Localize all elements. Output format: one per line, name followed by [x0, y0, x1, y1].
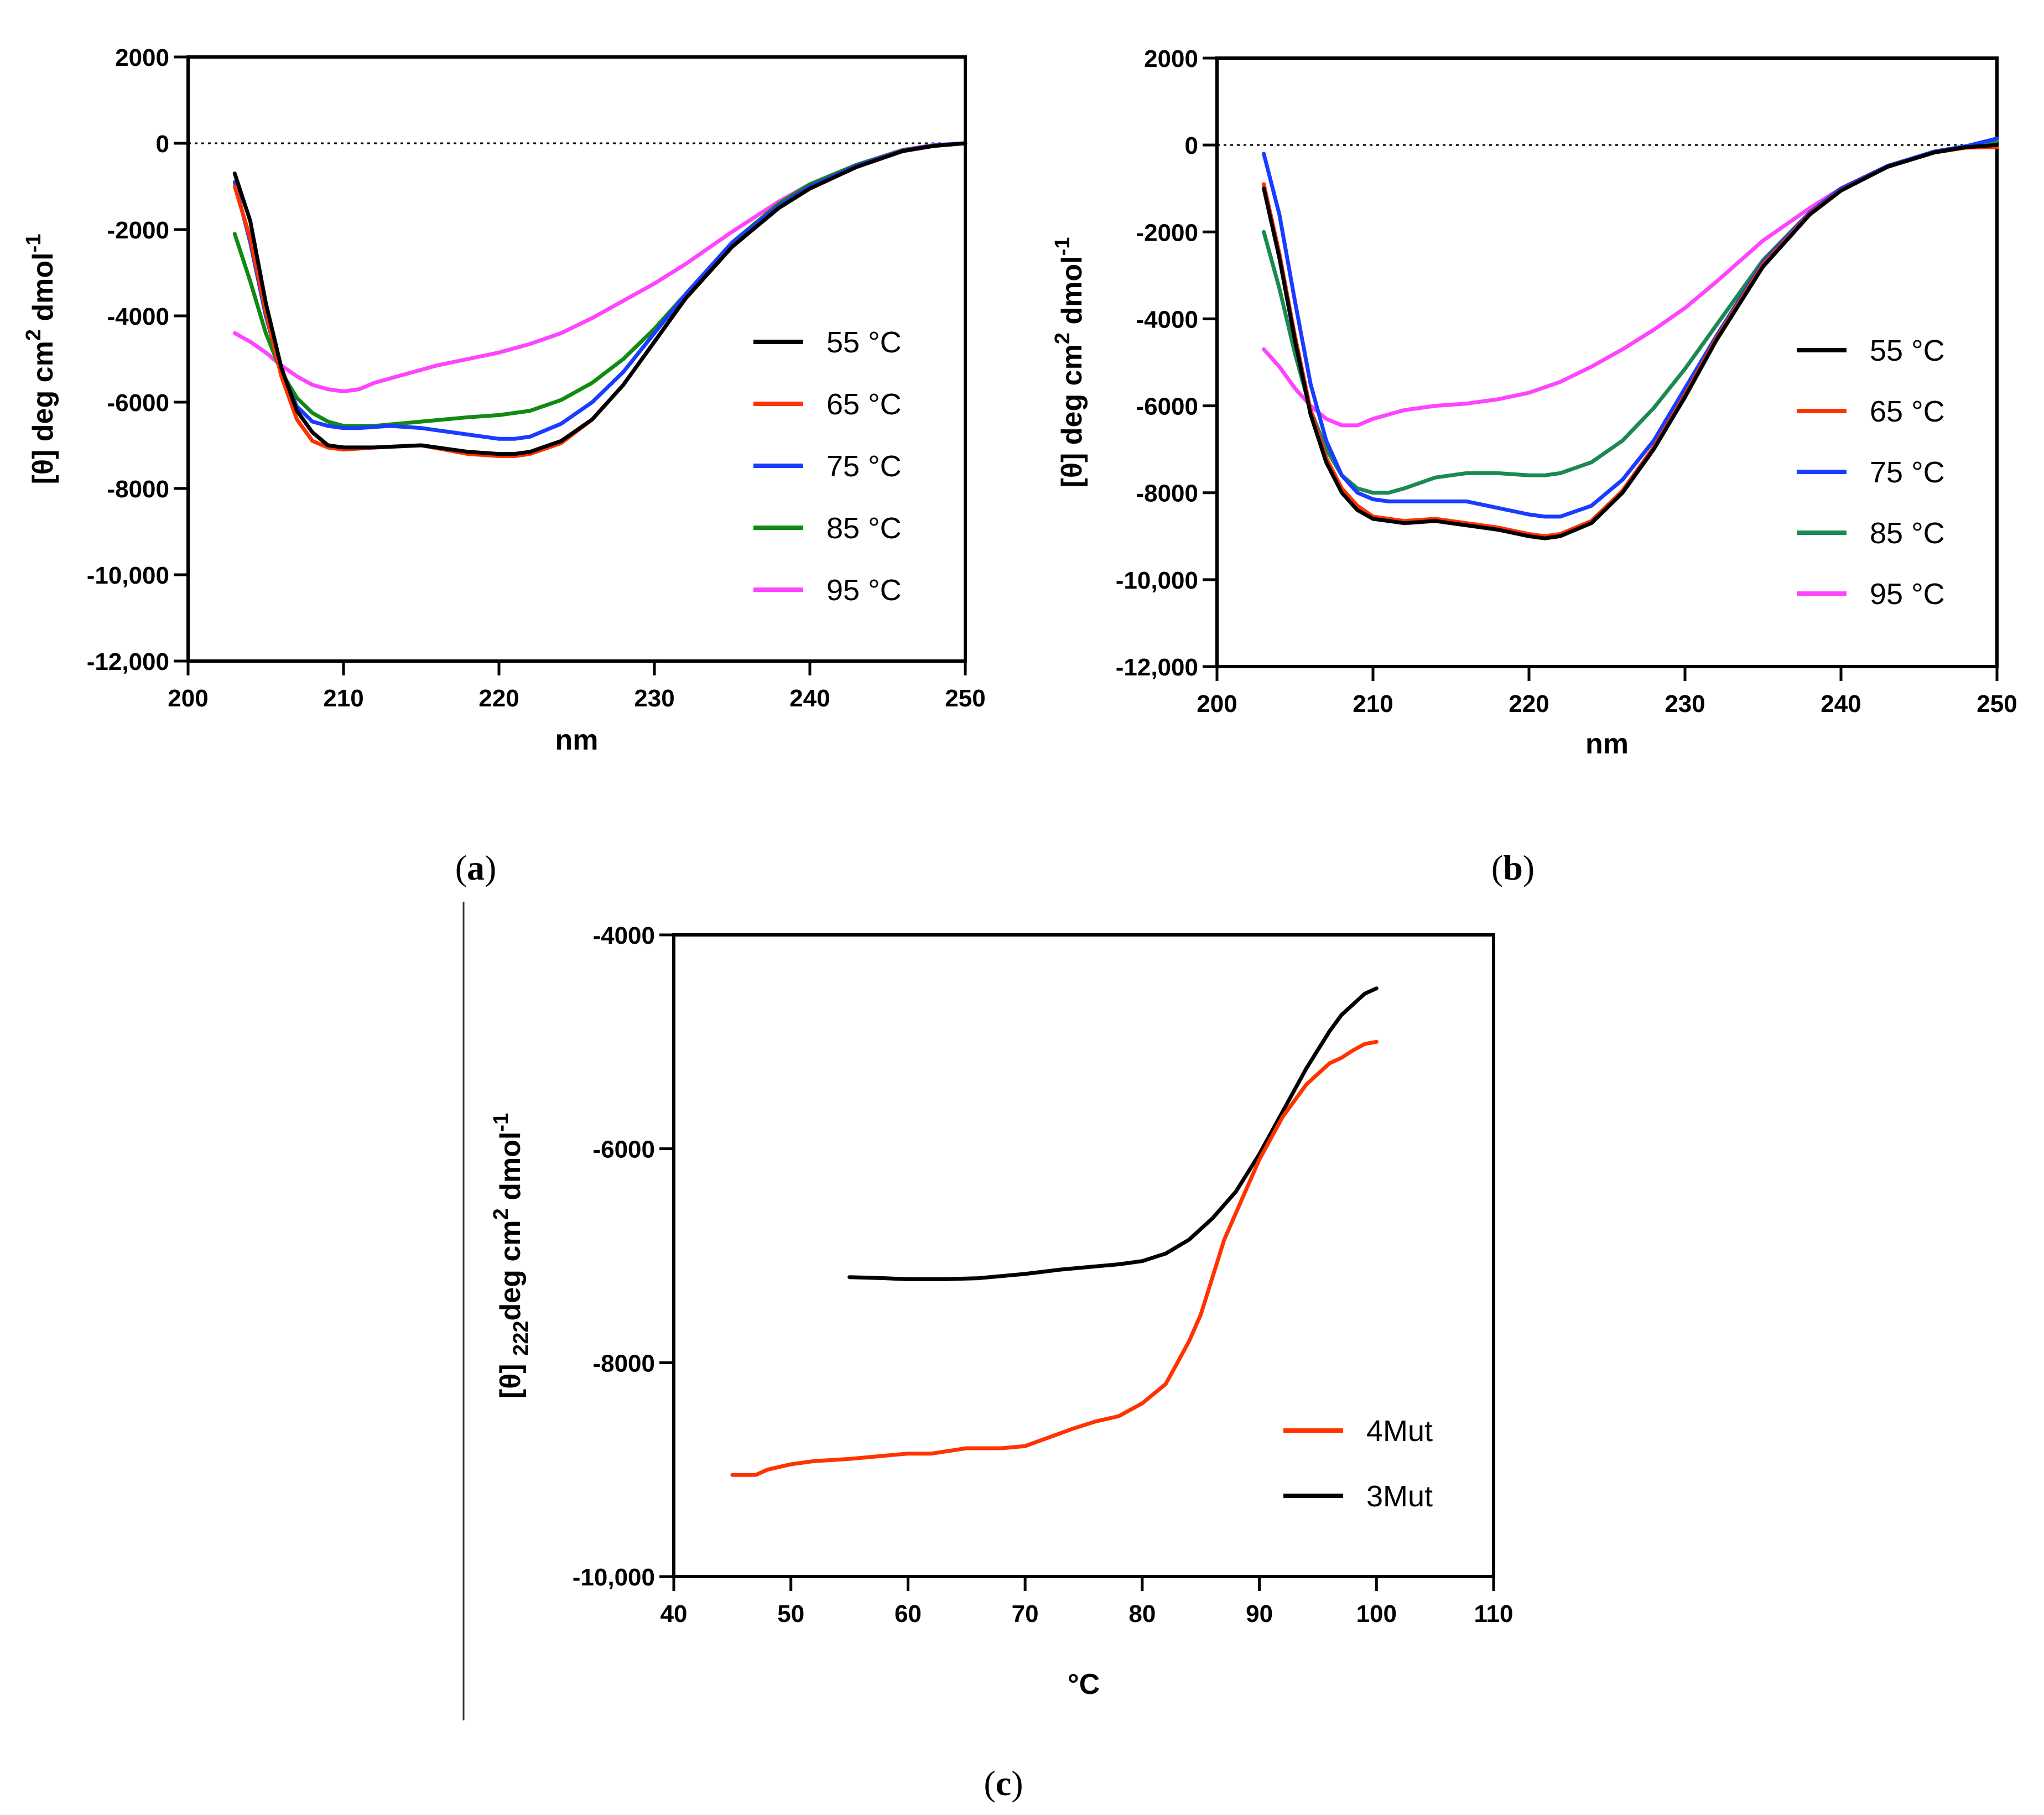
y-tick-label: -4000 — [592, 922, 655, 949]
y-tick-label: -6000 — [107, 389, 169, 417]
legend-label: 4Mut — [1366, 1414, 1433, 1448]
legend-label: 95 °C — [826, 574, 902, 607]
plot-frame — [672, 933, 1495, 1578]
x-tick-label: 60 — [894, 1600, 922, 1627]
y-axis-title: [θ] 222deg cm2 dmol-1 — [490, 1113, 533, 1398]
x-tick-label: 240 — [789, 685, 830, 712]
y-tick-label: -10,000 — [573, 1564, 655, 1591]
y-tick-label: 2000 — [1144, 45, 1198, 72]
legend-label: 65 °C — [826, 388, 902, 421]
y-tick-label: -6000 — [1136, 393, 1198, 420]
y-title-part: dmol — [27, 252, 59, 329]
chart-panel-a: 2000 0 -2000 -4000 -6000 -8000 -10,000 -12,000 2… — [22, 44, 986, 887]
y-axis-title: [θ] deg cm2 dmol-1 — [1051, 237, 1088, 488]
x-tick-label: 50 — [777, 1600, 804, 1627]
legend-label: 55 °C — [1870, 334, 1945, 367]
x-tick-label: 240 — [1821, 690, 1861, 717]
y-tick-label: -12,000 — [1116, 654, 1198, 681]
legend-label: 85 °C — [826, 512, 902, 545]
y-tick-label: -10,000 — [1116, 567, 1198, 594]
y-tick-label: -4000 — [107, 303, 169, 330]
x-tick-label: 70 — [1012, 1600, 1039, 1627]
x-tick-label: 200 — [168, 685, 208, 712]
x-tick-label: 250 — [1977, 690, 2017, 717]
legend-label: 75 °C — [826, 450, 902, 483]
panel-label: (a) — [455, 848, 497, 887]
x-axis-title: nm — [555, 724, 599, 756]
y-title-part: [θ] deg cm — [1056, 344, 1088, 487]
y-axis-title: [θ] deg cm2 dmol-1 — [22, 234, 59, 485]
series-line-55c — [232, 141, 968, 456]
x-tick-label: 40 — [660, 1600, 688, 1627]
x-axis-title: °C — [1068, 1668, 1100, 1700]
y-title-part: dmol — [1056, 256, 1088, 332]
legend-label: 55 °C — [826, 326, 902, 359]
legend-label: 75 °C — [1870, 456, 1945, 489]
x-tick-label: 80 — [1128, 1600, 1156, 1627]
panel-label: (b) — [1491, 848, 1535, 887]
y-tick-label: -8000 — [1136, 480, 1198, 507]
y-title-superscript: -1 — [22, 234, 45, 253]
y-tick-label: -8000 — [592, 1350, 655, 1377]
series-line-4mut — [730, 1039, 1379, 1477]
series-line-55c — [1262, 143, 1999, 540]
x-tick-label: 230 — [1665, 690, 1705, 717]
x-tick-label: 200 — [1197, 690, 1237, 717]
x-tick-label: 220 — [479, 685, 519, 712]
y-title-superscript: -1 — [490, 1113, 513, 1132]
chart-panel-b: 2000 0 -2000 -4000 -6000 -8000 -10,000 -12,000 2… — [1051, 45, 2017, 887]
legend-label: 65 °C — [1870, 395, 1945, 428]
y-title-superscript: 2 — [1051, 332, 1074, 344]
x-tick-label: 100 — [1356, 1600, 1397, 1627]
y-title-superscript: 2 — [22, 329, 45, 341]
y-tick-label: 0 — [156, 131, 169, 158]
y-tick-label: -2000 — [107, 217, 169, 244]
x-tick-label: 210 — [1353, 690, 1393, 717]
legend-label: 3Mut — [1366, 1480, 1433, 1513]
y-title-part: dmol — [495, 1132, 527, 1209]
y-title-superscript: -1 — [1051, 237, 1074, 256]
y-title-part: deg cm — [495, 1220, 527, 1320]
y-tick-label: -10,000 — [87, 562, 169, 589]
x-tick-label: 90 — [1246, 1600, 1273, 1627]
y-title-subscript: 222 — [509, 1321, 533, 1356]
plot-frame — [1215, 56, 1999, 668]
x-tick-label: 250 — [945, 685, 985, 712]
y-tick-label: -8000 — [107, 476, 169, 503]
y-title-part: [θ] deg cm — [27, 341, 59, 484]
y-tick-label: -4000 — [1136, 306, 1198, 333]
panel-label: (c) — [984, 1764, 1023, 1803]
x-axis-title: nm — [1585, 728, 1629, 760]
plot-frame — [186, 55, 967, 663]
y-tick-label: -2000 — [1136, 219, 1198, 246]
y-title-part: [θ] — [495, 1356, 527, 1398]
y-tick-label: -6000 — [592, 1136, 655, 1163]
x-tick-label: 230 — [634, 685, 674, 712]
legend-label: 95 °C — [1870, 578, 1945, 611]
y-tick-label: 2000 — [115, 44, 169, 71]
x-tick-label: 110 — [1474, 1600, 1514, 1627]
x-tick-label: 220 — [1509, 690, 1549, 717]
series-line-3mut — [847, 986, 1379, 1281]
series-line-85c — [232, 141, 968, 428]
y-title-superscript: 2 — [490, 1208, 513, 1220]
legend-label: 85 °C — [1870, 517, 1945, 550]
y-tick-label: 0 — [1185, 132, 1198, 159]
y-tick-label: -12,000 — [87, 648, 169, 675]
x-tick-label: 210 — [323, 685, 363, 712]
